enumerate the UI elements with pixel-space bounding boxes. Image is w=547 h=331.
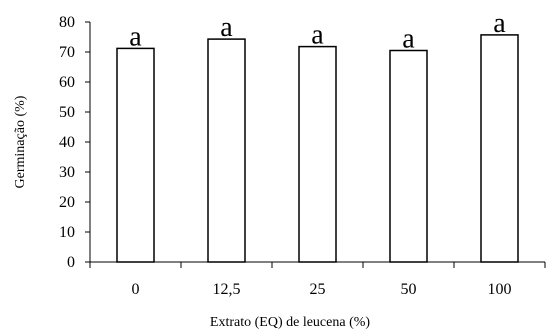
x-tick-label: 25	[310, 281, 326, 298]
significance-letter: a	[220, 12, 233, 43]
y-tick-label: 10	[59, 224, 75, 241]
bar	[299, 47, 336, 262]
y-tick-label: 30	[59, 164, 75, 181]
significance-letter: a	[493, 8, 506, 39]
y-tick-label: 60	[59, 74, 75, 91]
x-tick-labels: 0 12,5 25 50 100	[132, 281, 512, 298]
y-tick-label: 40	[59, 134, 75, 151]
significance-letters: a a a aa	[129, 8, 506, 55]
significance-letter: a	[402, 24, 415, 55]
x-axis-title: Extrato (EQ) de leucena (%)	[210, 315, 370, 330]
bar	[390, 51, 427, 263]
x-tick-label: 50	[401, 281, 417, 298]
bar	[481, 35, 518, 262]
bar-series	[117, 35, 518, 262]
y-tick-labels: 0 10 20 30 40 50 60 70 80	[59, 14, 75, 271]
bar	[117, 48, 154, 262]
y-tick-label: 0	[67, 254, 75, 271]
y-tick-label: 70	[59, 44, 75, 61]
y-tick-label: 50	[59, 104, 75, 121]
significance-letter: a	[129, 21, 142, 52]
bar	[208, 39, 245, 262]
y-tick-label: 80	[59, 14, 75, 31]
x-tick-label: 100	[488, 281, 512, 298]
significance-letter: a	[311, 20, 324, 51]
x-tick-label: 0	[132, 281, 140, 298]
x-tick-label: 12,5	[213, 281, 241, 298]
y-tick-label: 20	[59, 194, 75, 211]
y-axis-title: Germinação (%)	[13, 95, 28, 188]
